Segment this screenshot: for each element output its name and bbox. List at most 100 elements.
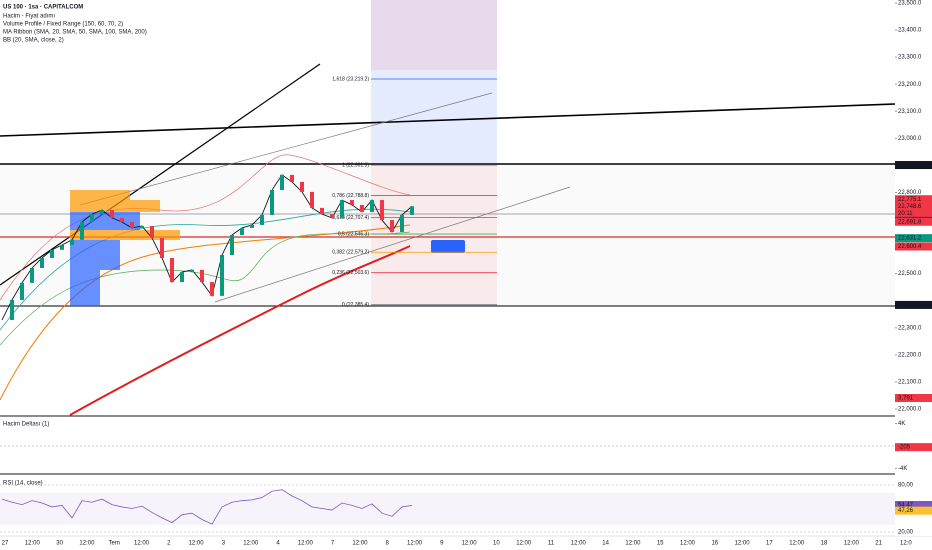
ma-100	[0, 224, 411, 401]
legend: US 100 · 1sa · CAPITALCOM Hacim - Fiyat …	[3, 5, 147, 44]
time-label: 14	[602, 541, 609, 547]
candle	[90, 214, 94, 222]
candle	[120, 217, 124, 222]
candle	[290, 174, 294, 182]
delta-tag-label: -205	[898, 445, 911, 451]
time-label: 18	[821, 541, 828, 547]
fib-label: 0,236 (22,503.6)	[332, 270, 369, 276]
volume-tag	[895, 394, 932, 402]
price-tick-label: 23,100.0	[898, 109, 922, 115]
trendline	[0, 103, 896, 137]
candle	[110, 210, 114, 218]
rsi-tag-label: 47,26	[898, 508, 914, 514]
price-tag	[895, 202, 932, 211]
time-label: 12:00	[25, 541, 41, 547]
time-label: 12:00	[79, 541, 95, 547]
candle	[200, 269, 204, 283]
legend-line: Hacim - Fiyat adımı	[3, 14, 55, 20]
time-label: 15	[657, 541, 664, 547]
rsi-tick-label: 80,00	[898, 483, 914, 489]
price-tag-label: 22,775.1	[898, 197, 922, 203]
time-label: 2	[167, 541, 171, 547]
candle	[230, 234, 234, 255]
candle	[70, 239, 74, 245]
candle	[40, 257, 44, 268]
legend-line: BB (20, SMA, close, 2)	[3, 38, 64, 44]
candle	[100, 210, 104, 215]
price-tick-label: 23,400.0	[898, 28, 922, 34]
price-tag	[895, 195, 932, 204]
fib-label: 0 (22,385.4)	[342, 302, 369, 308]
candle	[410, 206, 414, 215]
price-tag-label: 22,631.2	[898, 236, 922, 242]
delta-tick-label: -4K	[898, 466, 907, 472]
time-label: 10	[493, 541, 500, 547]
candle	[380, 200, 384, 221]
price-tick-label: 23,300.0	[898, 55, 922, 61]
candle	[330, 214, 334, 218]
symbol: US 100 · 1sa · CAPITALCOM	[3, 5, 83, 11]
fib-target-zone	[371, 0, 497, 164]
price-tag	[895, 217, 932, 226]
price-tick-label: 22,300.0	[898, 325, 922, 331]
fib-label: 1,618 (23,219.2)	[332, 76, 369, 82]
candle	[370, 200, 374, 212]
price-tick-label: 22,000.0	[898, 407, 922, 413]
candle	[360, 204, 364, 212]
candle	[300, 181, 304, 192]
time-label: 21	[875, 541, 882, 547]
price-tick-label: 23,000.0	[898, 136, 922, 142]
time-label: 16	[711, 541, 718, 547]
time-label: 8	[386, 541, 390, 547]
candle	[170, 257, 174, 283]
candle	[140, 226, 144, 228]
candle	[240, 227, 244, 235]
candle	[220, 254, 224, 296]
time-label: 12:00	[407, 541, 423, 547]
candle	[310, 191, 314, 208]
price-tick-label: 22,100.0	[898, 380, 922, 386]
candle	[160, 237, 164, 258]
time-label: 12:0	[900, 541, 912, 547]
candle	[210, 282, 214, 296]
fib-label: 0,618 (22,707.4)	[332, 215, 369, 221]
price-tag	[895, 300, 932, 309]
pane-title: Hacim Deltası (1)	[3, 422, 49, 428]
price-tick-label: 23,500.0	[898, 1, 922, 7]
rsi-tag-label: 54,47	[898, 503, 914, 509]
price-axis	[895, 0, 932, 536]
candle	[340, 200, 344, 218]
order-button[interactable]	[431, 240, 465, 253]
candle	[400, 214, 404, 232]
countdown: 20:11	[898, 211, 913, 217]
fib-label: 0,382 (22,579.2)	[332, 250, 369, 256]
volume-profile	[70, 190, 180, 306]
price-tag	[895, 234, 932, 243]
time-label: 12:00	[462, 541, 478, 547]
time-label: 3	[222, 541, 226, 547]
price-tag-label: 22,600.4	[898, 244, 922, 250]
candle	[30, 267, 34, 283]
countdown-tag	[895, 209, 932, 217]
time-label: 12:00	[189, 541, 205, 547]
price-tick-label: 22,200.0	[898, 352, 922, 358]
fib-bottom-zone	[371, 164, 497, 306]
candle	[150, 226, 154, 238]
trendline	[0, 63, 321, 286]
candle	[260, 214, 264, 225]
rsi-tick-label: 20,00	[898, 530, 914, 536]
ma-200	[69, 245, 411, 416]
fib-top-zone	[371, 0, 497, 70]
time-label: 12:00	[298, 541, 314, 547]
time-label: 12:00	[625, 541, 641, 547]
delta-tick-label: 4K	[898, 421, 905, 427]
price-tag	[895, 242, 932, 251]
candle	[270, 190, 274, 215]
time-label: 12:00	[844, 541, 860, 547]
pane-title: RSI (14, close)	[3, 481, 43, 487]
candle	[50, 249, 54, 258]
legend-line: Volume Profile / Fixed Range (150, 60, 7…	[3, 22, 123, 28]
candle	[20, 282, 24, 300]
